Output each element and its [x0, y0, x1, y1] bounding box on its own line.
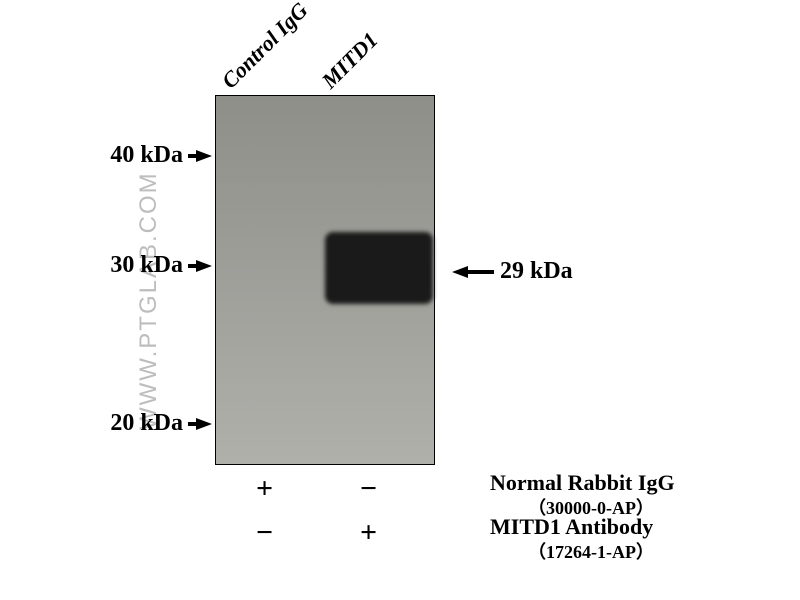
- cond-r1-label: Normal Rabbit IgG: [490, 470, 675, 496]
- mw-label-30: 30 kDa: [93, 252, 183, 279]
- band-arrow-head: [452, 266, 468, 278]
- band-arrow-stem: [468, 270, 494, 274]
- mw-arrow-stem-40: [188, 154, 196, 158]
- mw-arrow-stem-20: [188, 422, 196, 426]
- lane-label-control: Control IgG: [217, 0, 314, 94]
- cond-r2-label: MITD1 Antibody: [490, 514, 653, 540]
- mw-arrow-40: [196, 150, 212, 162]
- cond-r2-sub: （17264-1-AP）: [528, 538, 654, 564]
- band-label-29: 29 kDa: [500, 258, 573, 285]
- mw-arrow-stem-30: [188, 264, 196, 268]
- mw-arrow-20: [196, 418, 212, 430]
- cond-r2-lane1: −: [256, 516, 273, 550]
- mw-arrow-30: [196, 260, 212, 272]
- cond-r1-lane1: +: [256, 472, 273, 506]
- protein-band: [325, 232, 433, 304]
- mw-label-40: 40 kDa: [93, 142, 183, 169]
- mw-label-20: 20 kDa: [93, 410, 183, 437]
- watermark-text: WWW.PTGLAB.COM: [135, 171, 163, 430]
- lane-label-mitd1: MITD1: [317, 27, 384, 94]
- cond-r1-lane2: −: [360, 472, 377, 506]
- figure-container: WWW.PTGLAB.COM Control IgG MITD1 40 kDa …: [0, 0, 800, 600]
- cond-r2-lane2: +: [360, 516, 377, 550]
